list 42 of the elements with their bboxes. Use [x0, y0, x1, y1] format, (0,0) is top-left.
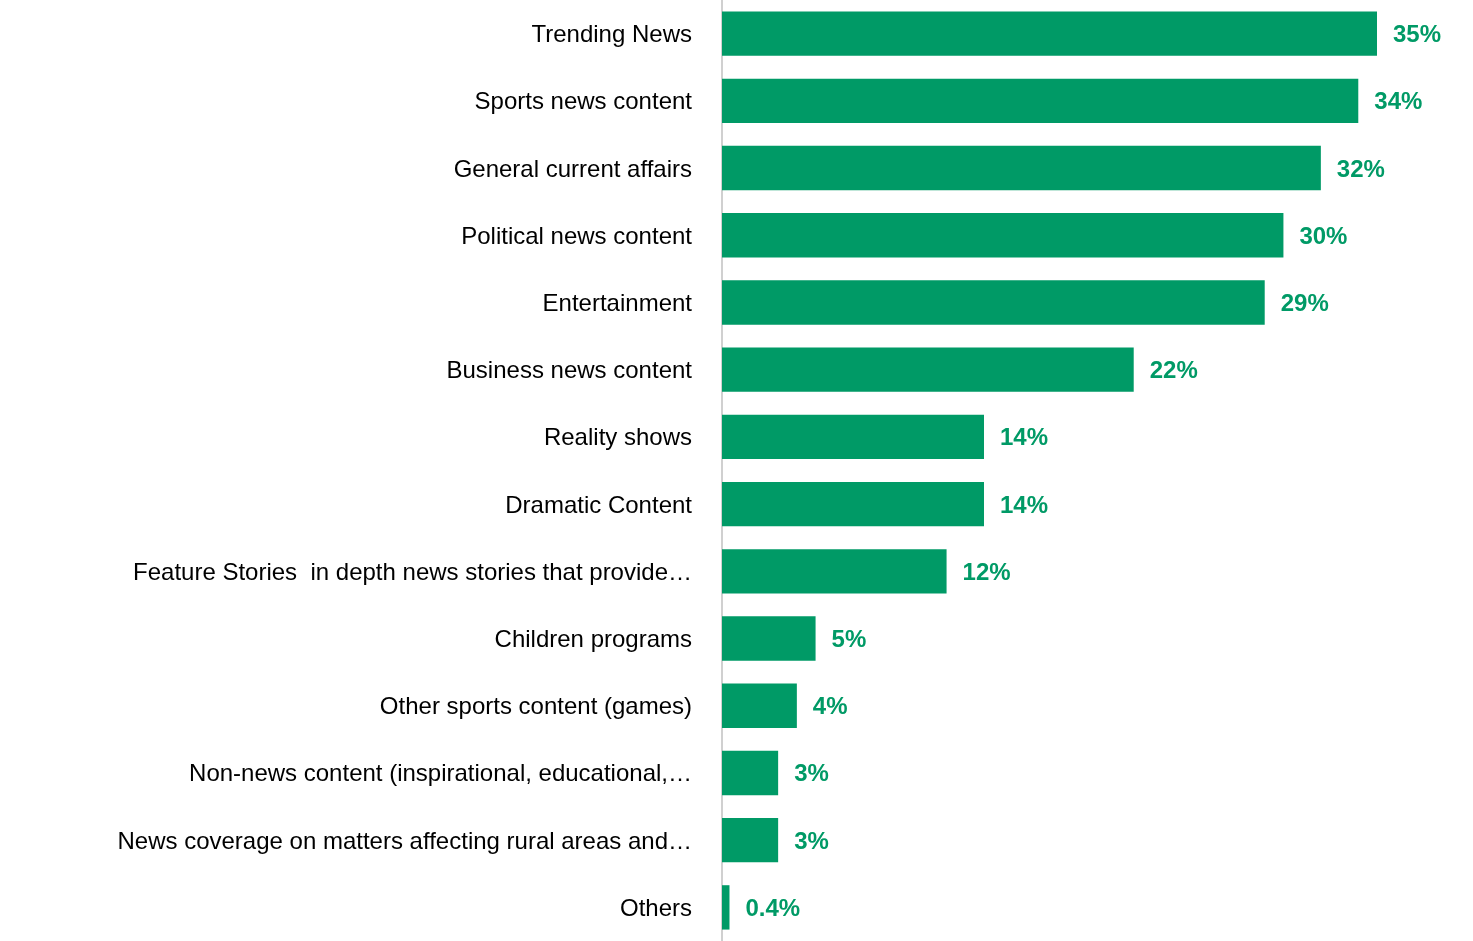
data-label: 32% [1336, 154, 1385, 182]
data-label: 14% [1000, 490, 1049, 518]
y-tick-label: Feature Stories in depth news stories that provide… [133, 557, 692, 585]
bar [722, 414, 984, 460]
bar [722, 750, 779, 796]
data-label: 12% [962, 557, 1011, 585]
data-label: 3% [794, 759, 829, 787]
data-label: 4% [812, 692, 848, 720]
y-tick-label: Business news content [446, 356, 693, 384]
y-tick-label: Other sports content (games) [379, 692, 692, 720]
y-tick-label: Reality shows [543, 423, 692, 451]
y-tick-label: Others [619, 893, 692, 921]
bar [722, 683, 797, 728]
bar [722, 347, 1134, 392]
data-label: 22% [1149, 356, 1198, 384]
y-tick-label: Non-news content (inspirational, educational,… [189, 759, 692, 787]
y-tick-label: Children programs [494, 625, 692, 653]
bar [722, 145, 1321, 191]
y-tick-label: Dramatic Content [505, 490, 693, 518]
y-tick-label: Sports news content [474, 87, 693, 115]
bar [722, 78, 1359, 123]
data-label: 29% [1280, 288, 1329, 316]
data-label: 5% [831, 625, 867, 653]
y-tick-label: Political news content [461, 221, 693, 249]
bar [722, 213, 1284, 258]
bar [722, 549, 947, 594]
data-label: 0.4% [745, 893, 801, 921]
bar [722, 818, 779, 863]
bar [722, 481, 984, 527]
data-label: 35% [1393, 20, 1442, 48]
y-tick-label: Entertainment [542, 288, 693, 316]
bar [722, 280, 1265, 325]
bar [722, 616, 816, 661]
y-tick-label: Trending News [531, 20, 692, 48]
data-label: 30% [1299, 221, 1348, 249]
y-tick-label: General current affairs [453, 154, 692, 182]
data-label: 34% [1374, 87, 1423, 115]
bar [722, 885, 730, 930]
data-label: 14% [1000, 423, 1049, 451]
y-tick-label: News coverage on matters affecting rural areas and… [117, 826, 692, 854]
bar [722, 11, 1377, 56]
data-label: 3% [794, 826, 829, 854]
